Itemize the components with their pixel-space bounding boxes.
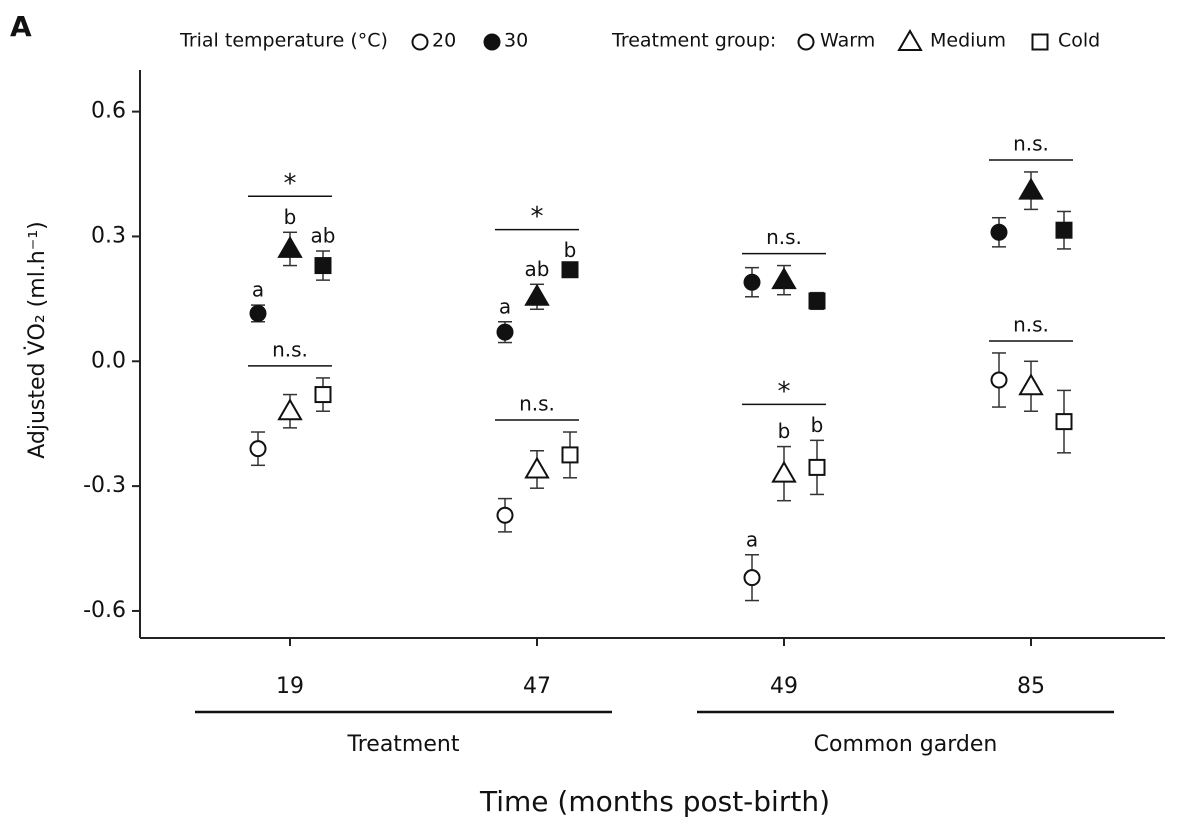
point	[808, 458, 826, 476]
point	[314, 386, 332, 404]
y-tick-label: -0.6	[83, 598, 126, 623]
point	[1055, 221, 1073, 239]
point	[561, 446, 579, 464]
point	[496, 323, 514, 341]
point	[561, 261, 579, 279]
y-tick-label: 0.0	[91, 348, 126, 373]
letter-label: b	[564, 238, 577, 262]
period-label: Treatment	[347, 732, 460, 757]
legend-label: Cold	[1058, 30, 1100, 52]
significance-label: n.s.	[1013, 312, 1049, 336]
y-axis-title: Adjusted V̇O₂ (ml.h⁻¹)	[24, 221, 50, 459]
point	[808, 292, 826, 310]
legend-marker	[483, 33, 501, 51]
significance-label: *	[284, 169, 297, 199]
x-tick-label: 47	[523, 674, 551, 699]
significance-label: *	[778, 377, 791, 407]
significance-label: n.s.	[1013, 131, 1049, 155]
point	[743, 273, 761, 291]
point	[524, 283, 550, 306]
significance-label: n.s.	[766, 225, 802, 249]
point	[1018, 373, 1044, 396]
legend-marker	[411, 33, 429, 51]
point	[277, 235, 303, 258]
point	[249, 304, 267, 322]
point	[990, 223, 1008, 241]
letter-label: a	[499, 294, 511, 318]
panel-label: A	[10, 10, 32, 43]
point	[314, 257, 332, 275]
point	[277, 398, 303, 421]
period-label: Common garden	[814, 732, 998, 757]
y-tick-label: 0.3	[91, 223, 126, 248]
legend-marker	[1031, 33, 1049, 51]
letter-label: b	[811, 413, 824, 437]
significance-label: n.s.	[272, 337, 308, 361]
legend-label: 30	[504, 30, 528, 52]
x-tick-label: 19	[276, 674, 304, 699]
point	[249, 440, 267, 458]
letter-label: b	[284, 205, 297, 229]
x-axis-title: Time (months post-birth)	[479, 785, 830, 818]
letter-label: a	[746, 527, 758, 551]
letter-label: b	[778, 419, 791, 443]
point	[524, 456, 550, 479]
x-tick-label: 49	[770, 674, 798, 699]
point	[1018, 177, 1044, 200]
legend-title: Treatment group:	[611, 30, 776, 52]
letter-label: ab	[525, 257, 550, 281]
legend-marker	[797, 33, 815, 51]
legend-label: Warm	[820, 30, 875, 52]
legend-label: Medium	[930, 30, 1006, 52]
point	[1055, 413, 1073, 431]
point	[743, 569, 761, 587]
x-tick-label: 85	[1017, 674, 1045, 699]
point	[990, 371, 1008, 389]
point	[496, 506, 514, 524]
letter-label: ab	[311, 224, 336, 248]
legend-title: Trial temperature (°C)	[179, 30, 388, 52]
y-tick-label: -0.3	[83, 473, 126, 498]
significance-label: *	[531, 202, 544, 232]
point	[771, 460, 797, 483]
letter-label: a	[252, 278, 264, 302]
legend-marker	[897, 29, 923, 51]
y-tick-label: 0.6	[91, 99, 126, 124]
legend-label: 20	[432, 30, 456, 52]
point	[771, 267, 797, 290]
significance-label: n.s.	[519, 392, 555, 416]
